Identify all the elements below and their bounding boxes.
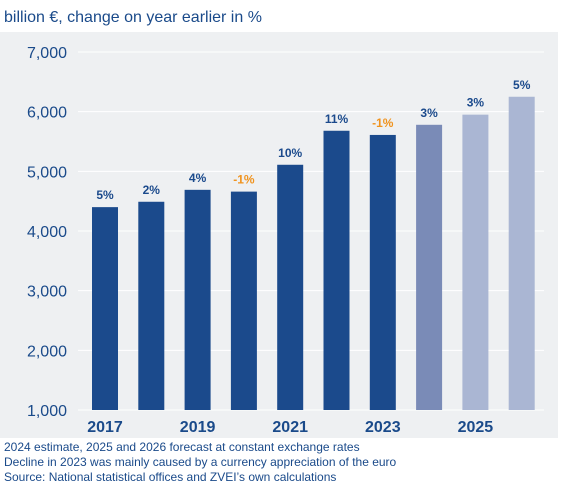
- chart-subtitle: billion €, change on year earlier in %: [4, 9, 262, 26]
- x-tick-label: 2023: [365, 419, 401, 436]
- bar-2024: [416, 124, 443, 410]
- change-label-2018: 2%: [143, 183, 161, 197]
- data-labels: 5% 2% 4% -1% 10% 11% -1% 3% 3% 5%: [96, 78, 530, 202]
- bar-2017: [92, 207, 118, 410]
- footnote-source: Source: National statistical offices and…: [4, 470, 337, 484]
- change-label-2023: -1%: [372, 116, 394, 130]
- y-axis: 1,000 2,000 3,000 4,000 5,000 6,000 7,000: [27, 45, 67, 420]
- y-tick-label: 2,000: [27, 343, 67, 360]
- change-label-2021: 10%: [278, 146, 302, 160]
- bars: [92, 96, 535, 411]
- bar-2023: [369, 134, 396, 411]
- change-label-2017: 5%: [96, 188, 114, 202]
- bar-2020: [230, 191, 257, 410]
- y-tick-label: 3,000: [27, 284, 67, 301]
- bar-2026: [508, 96, 535, 410]
- x-tick-label: 2019: [180, 419, 216, 436]
- bar-2021: [277, 164, 304, 410]
- y-tick-label: 4,000: [27, 224, 67, 241]
- change-label-2024: 3%: [420, 106, 438, 120]
- x-axis: 2017 2019 2021 2023 2025: [87, 419, 493, 436]
- change-label-2020: -1%: [233, 173, 255, 187]
- y-tick-label: 1,000: [27, 403, 67, 420]
- bar-2018: [138, 201, 165, 410]
- change-label-2025: 3%: [467, 96, 485, 110]
- change-label-2022: 11%: [325, 112, 349, 126]
- bar-2019: [184, 189, 211, 410]
- x-tick-label: 2025: [458, 419, 494, 436]
- y-tick-label: 7,000: [27, 45, 67, 62]
- y-tick-label: 6,000: [27, 105, 67, 122]
- x-tick-label: 2017: [87, 419, 123, 436]
- footnotes: 2024 estimate, 2025 and 2026 forecast at…: [4, 440, 396, 485]
- x-tick-label: 2021: [272, 419, 308, 436]
- footnote-estimate: 2024 estimate, 2025 and 2026 forecast at…: [4, 440, 360, 454]
- y-tick-label: 5,000: [27, 164, 67, 181]
- bar-2025: [462, 114, 489, 411]
- footnote-decline: Decline in 2023 was mainly caused by a c…: [4, 455, 397, 469]
- bar-2022: [323, 130, 350, 410]
- change-label-2026: 5%: [513, 78, 531, 92]
- change-label-2019: 4%: [189, 171, 207, 185]
